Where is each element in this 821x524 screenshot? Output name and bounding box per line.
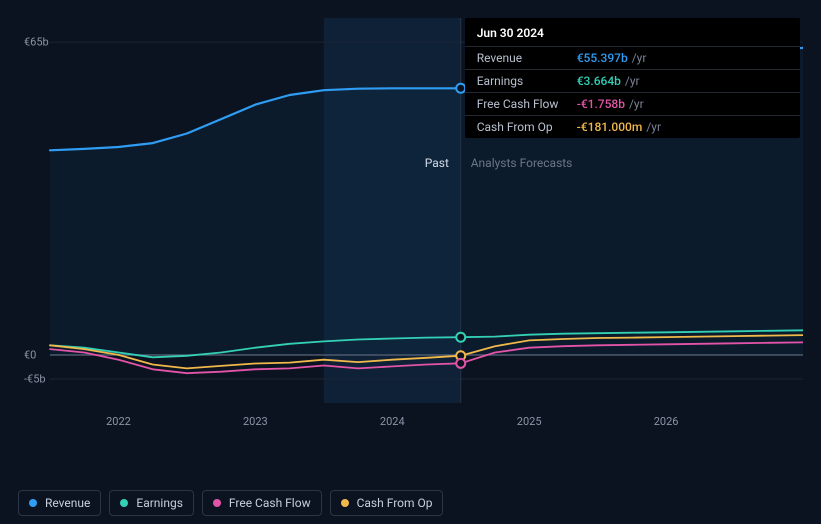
x-axis-label: 2025 <box>517 415 542 428</box>
tooltip-row-value: €3.664b <box>577 74 621 88</box>
past-label: Past <box>425 156 449 170</box>
legend-dot-icon <box>29 499 37 507</box>
legend: Revenue Earnings Free Cash Flow Cash From O… <box>18 490 443 516</box>
y-axis-label: €65b <box>24 36 49 49</box>
legend-label: Revenue <box>45 496 90 510</box>
x-axis-label: 2022 <box>106 415 131 428</box>
tooltip-row: Free Cash Flow-€1.758b/yr <box>465 92 800 115</box>
legend-dot-icon <box>120 499 128 507</box>
x-axis-label: 2024 <box>380 415 405 428</box>
y-axis-label: €0 <box>24 348 36 361</box>
legend-item-revenue[interactable]: Revenue <box>18 490 101 516</box>
tooltip-row-unit: /yr <box>632 51 647 65</box>
tooltip-row-label: Earnings <box>477 74 577 88</box>
legend-label: Cash From Op <box>357 496 433 510</box>
tooltip-row-value: €55.397b <box>577 51 628 65</box>
legend-label: Free Cash Flow <box>229 496 311 510</box>
legend-dot-icon <box>341 499 349 507</box>
tooltip-row-label: Cash From Op <box>477 120 577 134</box>
tooltip-row: Cash From Op-€181.000m/yr <box>465 115 800 138</box>
x-axis-label: 2023 <box>243 415 268 428</box>
legend-item-cfo[interactable]: Cash From Op <box>330 490 444 516</box>
y-axis-label: -€5b <box>24 372 46 385</box>
tooltip-title: Jun 30 2024 <box>465 18 800 46</box>
forecast-label: Analysts Forecasts <box>471 156 573 170</box>
tooltip-row-unit: /yr <box>625 74 640 88</box>
tooltip-row-unit: /yr <box>629 97 644 111</box>
x-axis-label: 2026 <box>654 415 679 428</box>
tooltip: Jun 30 2024 Revenue€55.397b/yrEarnings€3… <box>465 18 800 138</box>
tooltip-row: Earnings€3.664b/yr <box>465 69 800 92</box>
tooltip-row-label: Free Cash Flow <box>477 97 577 111</box>
chart-container: €65b €0 -€5b 2022 2023 2024 2025 2026 Past Anal… <box>18 18 803 516</box>
legend-label: Earnings <box>136 496 183 510</box>
tooltip-row-unit: /yr <box>646 120 661 134</box>
tooltip-row-value: -€1.758b <box>577 97 625 111</box>
legend-dot-icon <box>213 499 221 507</box>
legend-item-fcf[interactable]: Free Cash Flow <box>202 490 322 516</box>
tooltip-row-label: Revenue <box>477 51 577 65</box>
tooltip-row: Revenue€55.397b/yr <box>465 46 800 69</box>
legend-item-earnings[interactable]: Earnings <box>109 490 194 516</box>
tooltip-row-value: -€181.000m <box>577 120 643 134</box>
